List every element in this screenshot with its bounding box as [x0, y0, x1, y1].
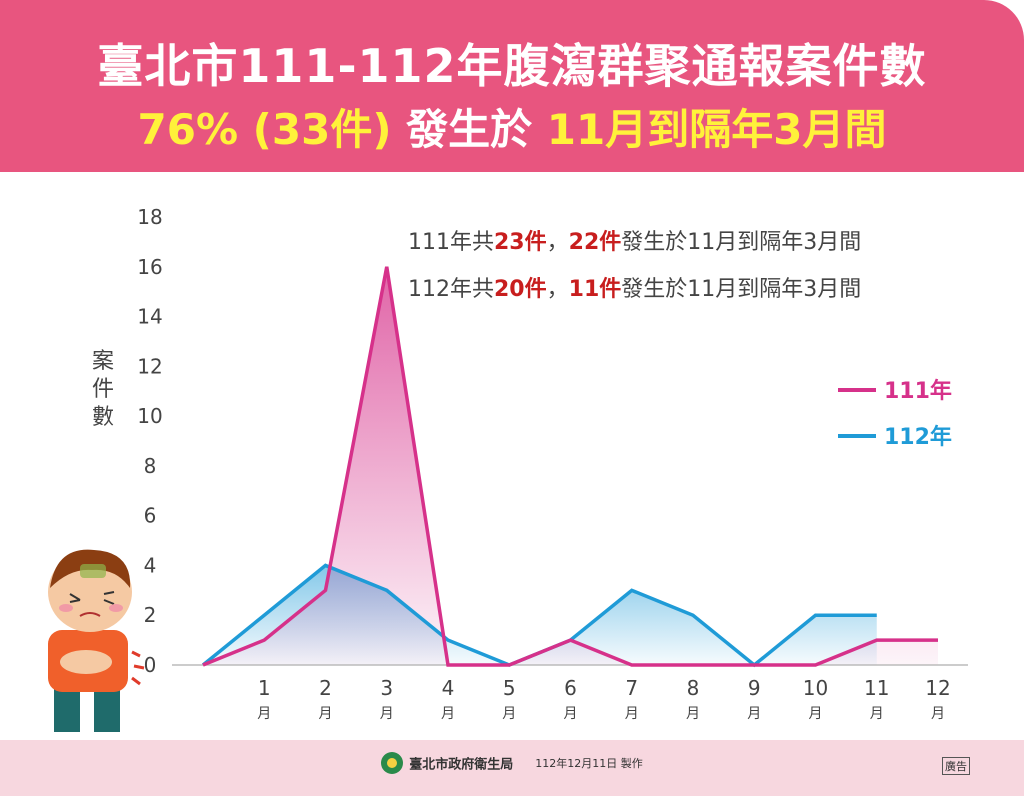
x-tick-unit: 月: [564, 706, 578, 722]
x-tick-unit: 月: [747, 706, 761, 722]
x-tick-unit: 月: [809, 706, 823, 722]
x-tick-label: 8: [687, 676, 700, 700]
annotation-111: 111年共23件，22件發生於11月到隔年3月間: [408, 230, 861, 255]
legend-label-111: 111年: [884, 378, 952, 404]
x-tick-unit: 月: [931, 706, 945, 722]
organization-name: 臺北市政府衛生局: [409, 757, 514, 773]
production-date: 112年12月11日 製作: [535, 757, 643, 770]
subtitle-percent: 76% (33件): [137, 105, 392, 154]
advertisement-stamp: 廣告: [942, 757, 970, 775]
series-111-line: [202, 266, 938, 667]
svg-text:112年共20件，11件發生於11月到隔年3月間: 112年共20件，11件發生於11月到隔年3月間: [408, 277, 861, 302]
x-tick-label: 2: [319, 676, 332, 700]
subtitle-mid: 發生於: [391, 105, 547, 154]
series-111-area: [203, 266, 938, 665]
x-tick-unit: 月: [686, 706, 700, 722]
x-tick-label: 9: [748, 676, 761, 700]
x-tick-unit: 月: [502, 706, 516, 722]
x-tick-label: 12: [925, 676, 950, 700]
y-tick-label: 6: [144, 504, 157, 528]
footer: 臺北市政府衛生局 112年12月11日 製作: [0, 740, 1024, 796]
x-tick-unit: 月: [870, 706, 884, 722]
legend-label-112: 112年: [884, 424, 952, 450]
x-tick-unit: 月: [257, 706, 271, 722]
y-tick-label: 2: [144, 603, 157, 627]
x-tick-label: 6: [564, 676, 577, 700]
subtitle-period: 11月到隔年3月間: [546, 105, 887, 154]
y-tick-label: 16: [137, 255, 162, 279]
y-tick-label: 10: [137, 404, 162, 428]
page-title: 臺北市111-112年腹瀉群聚通報案件數: [97, 39, 927, 93]
x-tick-unit: 月: [380, 706, 394, 722]
footer-content: 臺北市政府衛生局 112年12月11日 製作: [0, 752, 1024, 774]
x-tick-label: 1: [258, 676, 271, 700]
x-tick-unit: 月: [441, 706, 455, 722]
health-department-logo-icon: [381, 752, 404, 774]
x-tick-unit: 月: [625, 706, 639, 722]
legend: 111年 112年: [838, 378, 952, 450]
line-chart: 0 2 4 6 8 10 12 14 16 18 1 月 2 月 3 月 4 月 5 月 6 月 7 月 8 月 9 月 10 月 11 月…: [48, 205, 968, 732]
svg-text:111年共23件，22件發生於11月到隔年3月間: 111年共23件，22件發生於11月到隔年3月間: [408, 230, 861, 255]
page-subtitle: 76% (33件) 發生於 11月到隔年3月間: [0, 96, 1024, 157]
y-tick-label: 8: [144, 454, 157, 478]
y-axis-label: 案件數: [92, 349, 114, 430]
y-tick-label: 18: [137, 205, 162, 229]
x-tick-label: 10: [803, 676, 828, 700]
y-tick-label: 14: [137, 305, 162, 329]
header-banner: 臺北市111-112年腹瀉群聚通報案件數 76% (33件) 發生於 11月到隔…: [0, 0, 1024, 172]
y-tick-label: 4: [144, 553, 157, 577]
x-tick-label: 5: [503, 676, 516, 700]
y-tick-label: 12: [137, 354, 162, 378]
annotation-112: 112年共20件，11件發生於11月到隔年3月間: [408, 277, 861, 302]
y-tick-label: 0: [144, 653, 157, 677]
sick-child-illustration: [48, 549, 145, 732]
x-tick-label: 11: [864, 676, 889, 700]
x-tick-label: 4: [442, 676, 455, 700]
x-tick-label: 7: [625, 676, 638, 700]
x-tick-unit: 月: [319, 706, 333, 722]
x-tick-label: 3: [380, 676, 393, 700]
